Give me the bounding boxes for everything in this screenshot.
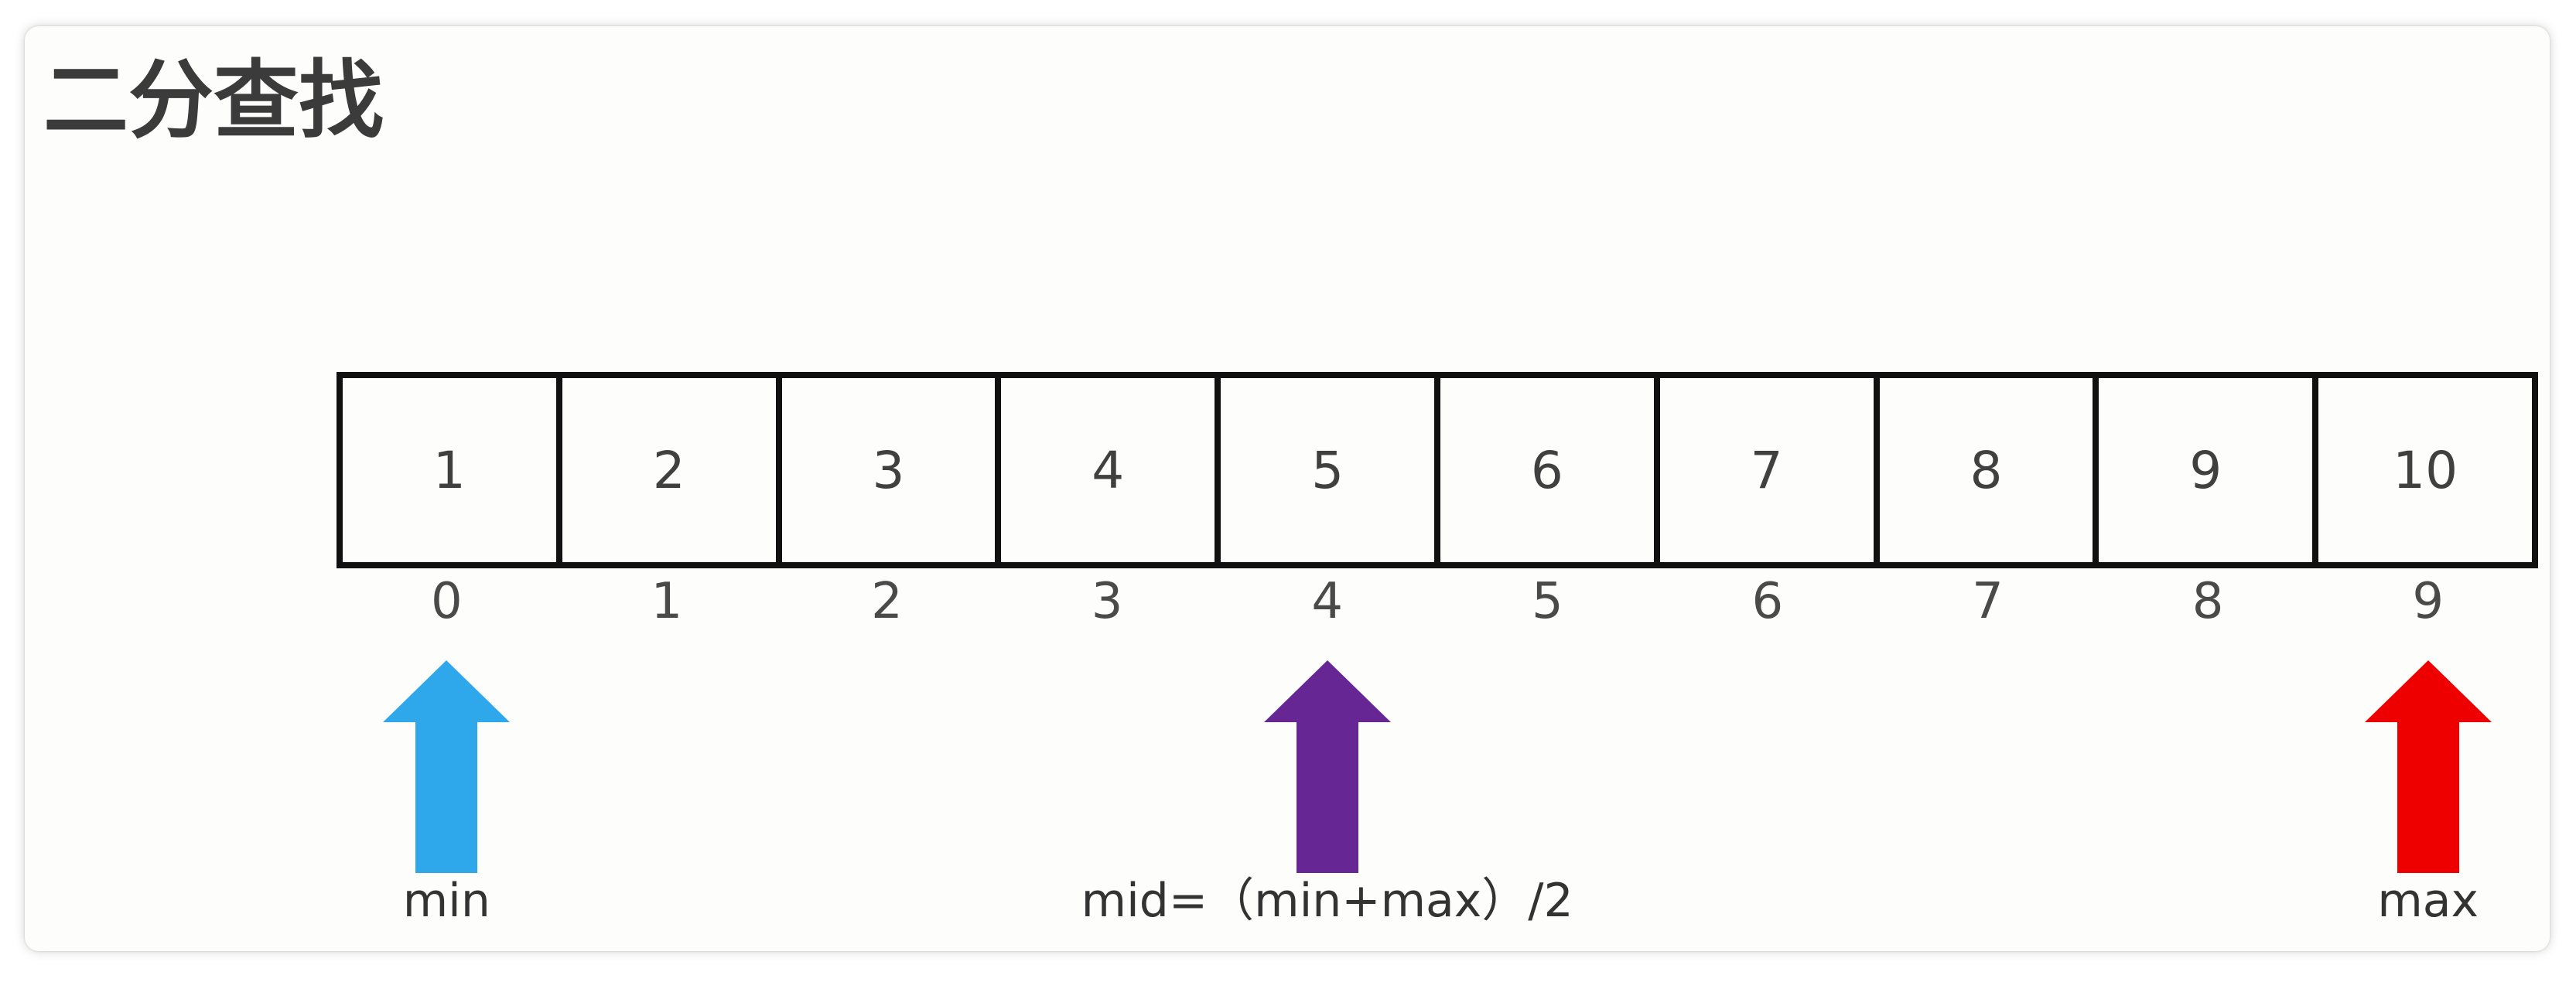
diagram-title: 二分查找 — [43, 51, 384, 150]
array-cell: 7 — [1653, 378, 1874, 562]
index-label: 1 — [651, 573, 683, 630]
index-label: 0 — [430, 573, 463, 630]
min-arrow-icon — [383, 660, 511, 873]
index-label: 3 — [1091, 573, 1123, 630]
mid-arrow-icon — [1263, 660, 1391, 873]
index-label: 7 — [1972, 573, 2004, 630]
index-label: 5 — [1531, 573, 1563, 630]
max-label: max — [2377, 874, 2479, 928]
min-label: min — [402, 874, 490, 928]
index-label: 9 — [2412, 573, 2444, 630]
index-label: 4 — [1311, 573, 1344, 630]
index-label: 2 — [871, 573, 903, 630]
array-cell: 3 — [775, 378, 996, 562]
array-cell: 2 — [555, 378, 776, 562]
array-cell: 8 — [1873, 378, 2093, 562]
array-boxes: 1 2 3 4 5 6 7 8 9 10 — [337, 372, 2538, 568]
index-label: 6 — [1751, 573, 1784, 630]
array-cell: 5 — [1215, 378, 1434, 562]
array-cell: 10 — [2312, 378, 2532, 562]
array-cell: 9 — [2093, 378, 2312, 562]
max-arrow-icon — [2364, 660, 2492, 873]
array-cell: 6 — [1433, 378, 1654, 562]
array-cell: 4 — [995, 378, 1215, 562]
array-cell: 1 — [432, 440, 466, 500]
mid-label: mid=（min+max）/2 — [1081, 874, 1573, 928]
index-label: 8 — [2192, 573, 2224, 630]
